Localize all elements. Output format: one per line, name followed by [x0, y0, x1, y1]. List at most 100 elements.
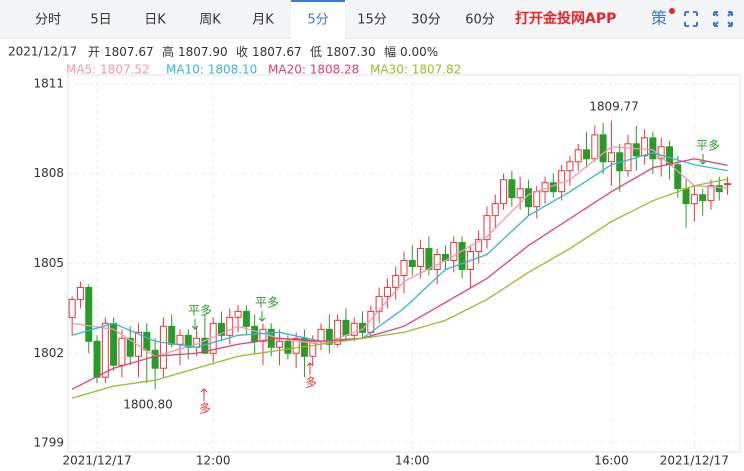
annotation-arrow	[191, 319, 199, 330]
candle-body	[425, 248, 433, 270]
candle-body	[657, 146, 665, 160]
candle-body	[649, 137, 657, 160]
info-value: 0.00%	[400, 45, 438, 59]
tab[interactable]: 30分	[411, 13, 441, 28]
app-link[interactable]: 打开金投网APP	[515, 10, 616, 27]
candle-body	[400, 260, 408, 276]
info-label: 收	[236, 45, 248, 59]
y-tick-label: 1808	[33, 166, 64, 180]
candle-body	[433, 254, 441, 270]
x-tick-label: 12:00	[196, 454, 231, 468]
info-label: 高	[162, 44, 174, 59]
candle-body	[234, 310, 242, 318]
candle-body	[508, 179, 516, 199]
candle-body	[690, 194, 698, 205]
candle-body	[383, 286, 391, 297]
tab[interactable]: 周K	[199, 13, 221, 28]
candle-body	[549, 182, 557, 193]
tab[interactable]: 日K	[144, 13, 166, 28]
strategy-icon[interactable]: 策	[651, 9, 667, 28]
candle-body	[159, 325, 167, 369]
tab[interactable]: 15分	[357, 13, 387, 28]
candle-body	[259, 328, 267, 342]
annotation-arrow	[200, 388, 208, 401]
y-tick-label: 1811	[33, 76, 64, 90]
candle-body	[375, 295, 383, 312]
active-tab-bg	[291, 0, 345, 39]
fullscreen-icon[interactable]	[684, 11, 698, 27]
candle-body	[284, 340, 292, 354]
legend-entry: MA20: 1808.28	[268, 63, 359, 77]
candle-body	[541, 182, 549, 193]
tab[interactable]: 月K	[252, 13, 274, 28]
candle-body	[583, 149, 591, 160]
candle-body	[176, 334, 184, 345]
candle-body	[715, 185, 723, 193]
candle-body	[574, 149, 582, 163]
candle-body	[674, 164, 682, 190]
info-label: 开	[88, 45, 100, 59]
legend-entry: MA30: 1807.82	[370, 63, 461, 77]
annotation: 1800.80	[123, 398, 173, 412]
candle-body	[85, 286, 93, 342]
x-tick-label: 2021/12/17	[62, 454, 131, 468]
tab[interactable]: 分时	[35, 13, 61, 28]
candle-body	[76, 286, 84, 300]
candle-body	[292, 337, 300, 354]
annotation: 多	[305, 376, 317, 390]
candle-body	[118, 337, 126, 366]
annotation: 平多	[255, 296, 279, 310]
candle-body	[217, 322, 225, 336]
annotation: 平多	[696, 139, 720, 153]
annotation-arrow	[306, 362, 314, 375]
x-tick-label: 2021/12/17	[660, 454, 729, 468]
candle-body	[599, 134, 607, 163]
candle-body	[707, 185, 715, 202]
candle-body	[624, 143, 632, 172]
info-label: 幅	[384, 44, 396, 59]
candle-body	[325, 328, 333, 345]
candle-body	[143, 331, 151, 351]
candle-body	[417, 248, 425, 267]
legend-entry: MA5: 1807.52	[66, 63, 150, 77]
info-value: 1807.67	[104, 45, 154, 59]
candle-body	[168, 325, 176, 345]
info-date: 2021/12/17	[8, 45, 77, 59]
tab-bar	[0, 0, 744, 38]
candle-body	[500, 179, 508, 205]
y-tick-label: 1805	[33, 256, 64, 270]
candle-body	[408, 260, 416, 267]
expand-icon[interactable]	[713, 11, 733, 27]
info-value: 1807.67	[252, 45, 302, 59]
info-value: 1807.30	[326, 45, 376, 59]
ma-line	[71, 158, 728, 390]
candle-body	[276, 340, 284, 348]
candle-body	[632, 143, 640, 157]
tab[interactable]: 60分	[465, 13, 495, 28]
annotation-arrow	[258, 311, 266, 322]
info-field: 高 1807.90	[162, 44, 228, 59]
candle-body	[242, 310, 250, 327]
candle-body	[533, 191, 541, 208]
annotation: 平多	[188, 304, 212, 318]
badge-dot	[669, 8, 675, 14]
candle-body	[450, 242, 458, 262]
tab[interactable]: 5分	[307, 13, 328, 28]
candle-body	[101, 322, 109, 378]
legend-entry: MA10: 1808.10	[166, 63, 257, 77]
candle-body	[724, 183, 732, 186]
ma-line	[71, 178, 728, 399]
info-label: 低	[310, 45, 322, 59]
tab[interactable]: 5日	[90, 13, 111, 28]
candle-body	[350, 322, 358, 336]
candle-body	[491, 203, 499, 217]
info-field: 幅 0.00%	[384, 44, 438, 59]
candle-body	[682, 188, 690, 205]
candle-body	[267, 328, 275, 348]
candle-body	[151, 349, 159, 369]
candle-body	[126, 337, 134, 357]
candle-body	[458, 242, 466, 270]
annotation: 多	[199, 402, 211, 416]
